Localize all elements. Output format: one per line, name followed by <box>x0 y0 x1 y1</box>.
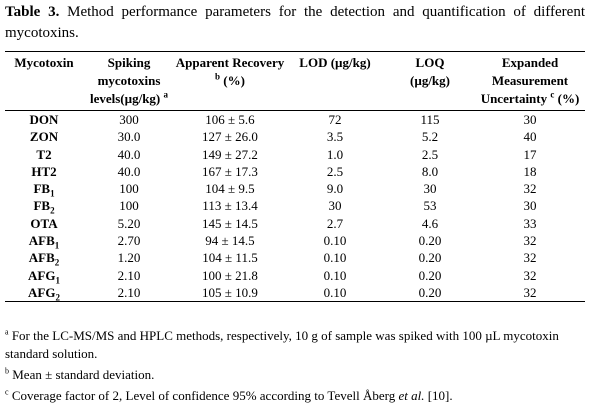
header-recovery: Apparent Recovery b (%) <box>175 55 285 88</box>
lod-cell: 72 <box>328 112 342 127</box>
mycotoxin-cell: HT2 <box>31 163 57 179</box>
lod-cell: 0.10 <box>285 283 385 303</box>
recovery-cell: 127 ± 26.0 <box>202 129 258 145</box>
table-row: ZON 30.0 127 ± 26.0 3.5 5.2 40 <box>5 128 585 145</box>
spiking-cell: 5.20 <box>117 215 141 231</box>
mycotoxin-cell: OTA <box>30 215 58 231</box>
uncertainty-cell: 32 <box>523 233 537 249</box>
uncertainty-cell: 32 <box>523 250 537 266</box>
spiking-cell: 40.0 <box>117 163 141 179</box>
uncertainty-cell: 32 <box>523 267 537 283</box>
mycotoxin-cell: AFG2 <box>5 283 83 303</box>
table-body: DON 300 106 ± 5.6 72 115 30 ZON 30.0 127 ± 26.0 3… <box>5 111 585 303</box>
mycotoxin-cell: AFB1 <box>28 233 60 251</box>
mycotoxin-cell: T2 <box>36 146 52 162</box>
lod-cell: 0.10 <box>323 233 347 249</box>
table-row: OTA 5.20 145 ± 14.5 2.7 4.6 33 <box>5 215 585 232</box>
header-loq: LOQ (µg/kg) <box>410 55 450 88</box>
header-uncertainty: Expanded Measurement Uncertainty c (%) <box>480 55 580 106</box>
recovery-cell: 106 ± 5.6 <box>205 112 255 127</box>
lod-cell: 30 <box>328 198 342 214</box>
mycotoxin-cell: FB1 <box>33 181 55 199</box>
table-row: HT2 40.0 167 ± 17.3 2.5 8.0 18 <box>5 163 585 180</box>
spiking-cell: 2.10 <box>83 283 175 303</box>
table-row: DON 300 106 ± 5.6 72 115 30 <box>5 111 585 129</box>
recovery-cell: 149 ± 27.2 <box>202 146 258 162</box>
loq-cell: 0.20 <box>418 267 442 283</box>
loq-cell: 53 <box>423 198 437 214</box>
recovery-cell: 105 ± 10.9 <box>175 283 285 303</box>
recovery-cell: 145 ± 14.5 <box>202 215 258 231</box>
uncertainty-cell: 33 <box>523 215 537 231</box>
mycotoxin-cell: FB2 <box>33 198 55 217</box>
spiking-cell: 100 <box>119 181 139 197</box>
spiking-cell: 30.0 <box>117 129 141 145</box>
mycotoxin-cell: ZON <box>29 129 59 145</box>
loq-cell: 8.0 <box>421 163 439 179</box>
footnotes: a For the LC-MS/MS and HPLC methods, res… <box>5 327 585 408</box>
recovery-cell: 113 ± 13.4 <box>202 198 258 214</box>
table-row: T2 40.0 149 ± 27.2 1.0 2.5 17 <box>5 146 585 163</box>
header-lod: LOD (µg/kg) <box>299 55 371 70</box>
table-row: AFG2 2.10 105 ± 10.9 0.10 0.20 32 <box>5 283 585 303</box>
recovery-cell: 104 ± 9.5 <box>205 181 255 197</box>
uncertainty-cell: 32 <box>523 181 537 197</box>
table-row: AFG1 2.10 100 ± 21.8 0.10 0.20 32 <box>5 267 585 286</box>
uncertainty-cell: 32 <box>475 283 585 303</box>
spiking-cell: 300 <box>119 112 139 127</box>
lod-cell: 0.10 <box>323 250 347 266</box>
uncertainty-cell: 17 <box>523 146 537 162</box>
spiking-cell: 2.10 <box>117 267 141 283</box>
footnote-b: b Mean ± standard deviation. <box>5 366 155 382</box>
recovery-cell: 94 ± 14.5 <box>205 233 255 249</box>
table-label: Table 3. <box>5 4 60 20</box>
table-caption: Table 3. Method performance parameters f… <box>5 2 585 44</box>
header-mycotoxin: Mycotoxin <box>14 55 74 70</box>
table-row: FB1 100 104 ± 9.5 9.0 30 32 <box>5 180 585 199</box>
recovery-cell: 100 ± 21.8 <box>202 267 258 283</box>
recovery-cell: 167 ± 17.3 <box>202 163 258 179</box>
spiking-cell: 40.0 <box>117 146 141 162</box>
recovery-cell: 104 ± 11.5 <box>202 250 258 266</box>
loq-cell: 30 <box>423 181 437 197</box>
uncertainty-cell: 30 <box>523 112 537 127</box>
spiking-cell: 100 <box>119 198 139 214</box>
uncertainty-cell: 30 <box>523 198 537 214</box>
loq-cell: 5.2 <box>421 129 439 145</box>
caption-text: Method performance parameters for the de… <box>5 4 585 41</box>
lod-cell: 2.7 <box>326 215 344 231</box>
table-row: AFB2 1.20 104 ± 11.5 0.10 0.20 32 <box>5 249 585 268</box>
performance-table: Mycotoxin Spiking mycotoxins levels(µg/k… <box>5 51 585 303</box>
loq-cell: 115 <box>420 112 440 127</box>
mycotoxin-cell: DON <box>29 112 59 127</box>
uncertainty-cell: 40 <box>523 129 537 145</box>
table-row: FB2 100 113 ± 13.4 30 53 30 <box>5 197 585 217</box>
lod-cell: 0.10 <box>323 267 347 283</box>
spiking-cell: 1.20 <box>117 250 141 266</box>
loq-cell: 0.20 <box>385 283 475 303</box>
lod-cell: 1.0 <box>326 146 344 162</box>
lod-cell: 2.5 <box>326 163 344 179</box>
mycotoxin-cell: AFG1 <box>28 267 60 286</box>
loq-cell: 0.20 <box>418 250 442 266</box>
lod-cell: 9.0 <box>326 181 344 197</box>
spiking-cell: 2.70 <box>117 233 141 249</box>
header-spiking: Spiking mycotoxins levels(µg/kg) a <box>89 55 169 106</box>
mycotoxin-cell: AFB2 <box>28 250 60 268</box>
loq-cell: 2.5 <box>421 146 439 162</box>
uncertainty-cell: 18 <box>523 163 537 179</box>
loq-cell: 4.6 <box>421 215 439 231</box>
table-header: Mycotoxin Spiking mycotoxins levels(µg/k… <box>5 51 585 111</box>
loq-cell: 0.20 <box>418 233 442 249</box>
footnote-a: a For the LC-MS/MS and HPLC methods, res… <box>5 327 559 361</box>
table-row: AFB1 2.70 94 ± 14.5 0.10 0.20 32 <box>5 232 585 251</box>
footnote-c: c Coverage factor of 2, Level of confide… <box>5 387 453 403</box>
lod-cell: 3.5 <box>326 129 344 145</box>
